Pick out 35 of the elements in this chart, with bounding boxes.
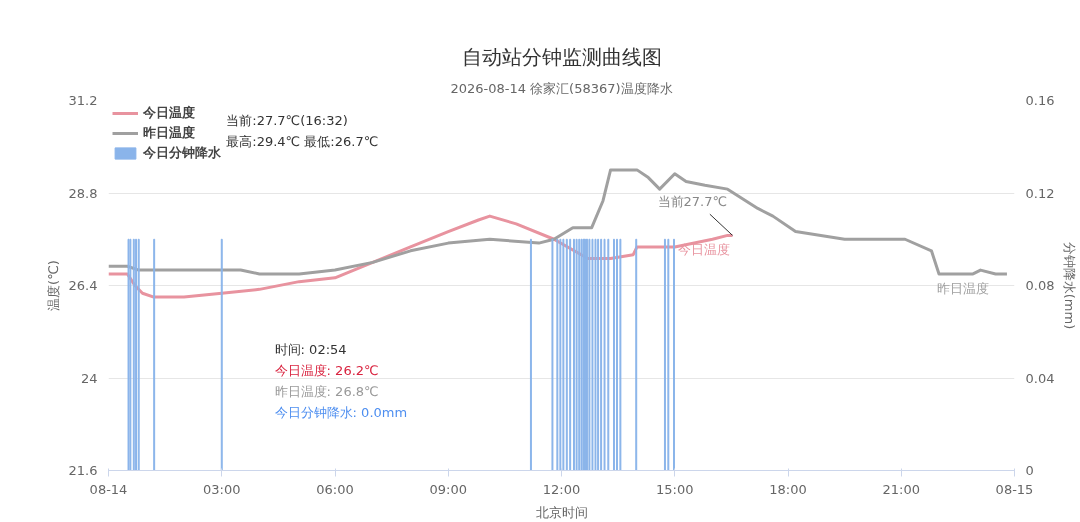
y-tick-label: 28.8 xyxy=(68,185,98,201)
y-tick-label: 31.2 xyxy=(68,93,98,108)
y-tick-label: 21.6 xyxy=(68,463,98,478)
legend-label: 今日温度 xyxy=(143,104,195,122)
y-tick-label: 26.4 xyxy=(68,278,98,293)
y2-tick-label: 0.12 xyxy=(1025,185,1055,201)
annotation: 当前27.7℃ xyxy=(657,194,728,210)
y2-axis-title: 分钟降水(mm) xyxy=(1062,241,1078,330)
x-tick-label: 08-14 xyxy=(89,481,128,497)
annotation: 最高:29.4℃ 最低:26.7℃ xyxy=(226,133,379,149)
x-tick-label: 18:00 xyxy=(769,481,807,497)
x-tick-label: 21:00 xyxy=(882,481,920,497)
y-tick-label: 24 xyxy=(80,370,98,386)
y2-tick-label: 0.08 xyxy=(1025,278,1055,293)
x-axis-title: 北京时间 xyxy=(535,504,588,520)
annotation: 今日温度: 26.2℃ xyxy=(274,362,379,378)
x-tick-label: 09:00 xyxy=(429,481,467,497)
annotation: 当前:27.7℃(16:32) xyxy=(226,113,348,129)
x-tick-label: 03:00 xyxy=(203,481,241,497)
chart-title: 自动站分钟监测曲线图 xyxy=(461,44,662,69)
text: 昨日温度 xyxy=(936,280,989,296)
x-tick-label: 08-15 xyxy=(995,481,1034,497)
legend-label: 昨日温度 xyxy=(143,124,195,142)
annotation: 时间: 02:54 xyxy=(274,341,347,357)
x-tick-label: 15:00 xyxy=(656,481,694,497)
y2-tick-label: 0 xyxy=(1025,463,1034,478)
y2-tick-label: 0.04 xyxy=(1025,370,1055,386)
y2-tick-label: 0.16 xyxy=(1025,93,1055,108)
y-axis-title: 温度(℃) xyxy=(45,260,61,311)
annotation: 今日分钟降水: 0.0mm xyxy=(274,405,408,421)
annotation: 昨日温度: 26.8℃ xyxy=(274,383,379,399)
x-tick-label: 06:00 xyxy=(316,481,354,497)
legend-label: 今日分钟降水 xyxy=(143,144,221,162)
chart-subtitle: 2026-08-14 徐家汇(58367)温度降水 xyxy=(450,80,673,96)
x-tick-label: 12:00 xyxy=(542,481,581,497)
